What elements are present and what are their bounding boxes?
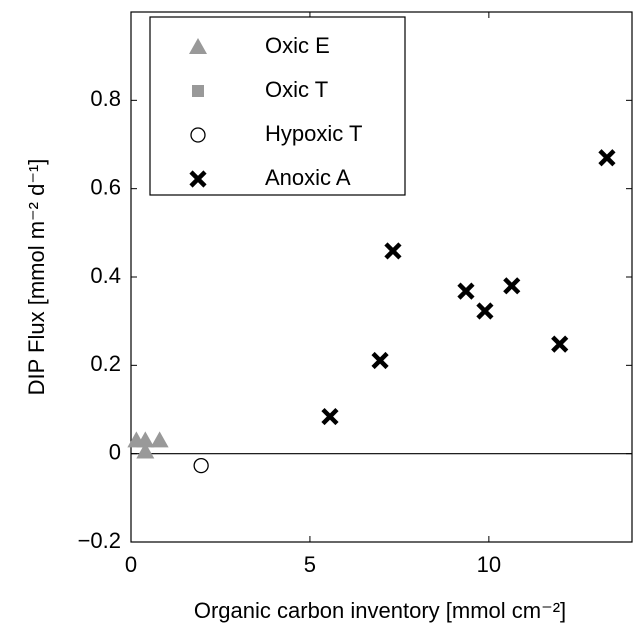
legend-marker xyxy=(189,38,207,54)
legend-label: Anoxic A xyxy=(265,165,351,190)
y-tick-label: −0.2 xyxy=(78,528,121,553)
x-axis-label: Organic carbon inventory [mmol cm⁻²] xyxy=(194,598,566,623)
data-point xyxy=(384,242,402,260)
x-tick-label: 10 xyxy=(477,552,501,577)
data-point xyxy=(136,442,155,459)
y-axis-label: DIP Flux [mmol m⁻² d⁻¹] xyxy=(24,159,49,396)
y-tick-label: 0.6 xyxy=(90,174,121,199)
data-point xyxy=(193,457,209,474)
legend-label: Hypoxic T xyxy=(265,121,362,146)
x-tick-label: 0 xyxy=(125,552,137,577)
data-point xyxy=(457,282,475,300)
data-point xyxy=(503,277,521,295)
data-point xyxy=(551,335,569,353)
legend-box xyxy=(149,16,406,196)
y-tick-label: 0.8 xyxy=(90,86,121,111)
data-point xyxy=(598,149,616,167)
legend-marker xyxy=(189,170,207,188)
legend-label: Oxic E xyxy=(265,33,330,58)
legend-marker xyxy=(190,127,206,143)
data-point xyxy=(136,431,155,448)
y-tick-label: 0.4 xyxy=(90,263,121,288)
x-tick-label: 5 xyxy=(304,552,316,577)
data-point xyxy=(476,302,494,320)
legend-marker xyxy=(192,85,204,97)
y-tick-label: 0 xyxy=(109,439,121,464)
legend-label: Oxic T xyxy=(265,77,328,102)
data-point xyxy=(321,407,339,426)
data-point xyxy=(371,351,389,370)
y-tick-label: 0.2 xyxy=(90,351,121,376)
data-point xyxy=(150,431,169,448)
